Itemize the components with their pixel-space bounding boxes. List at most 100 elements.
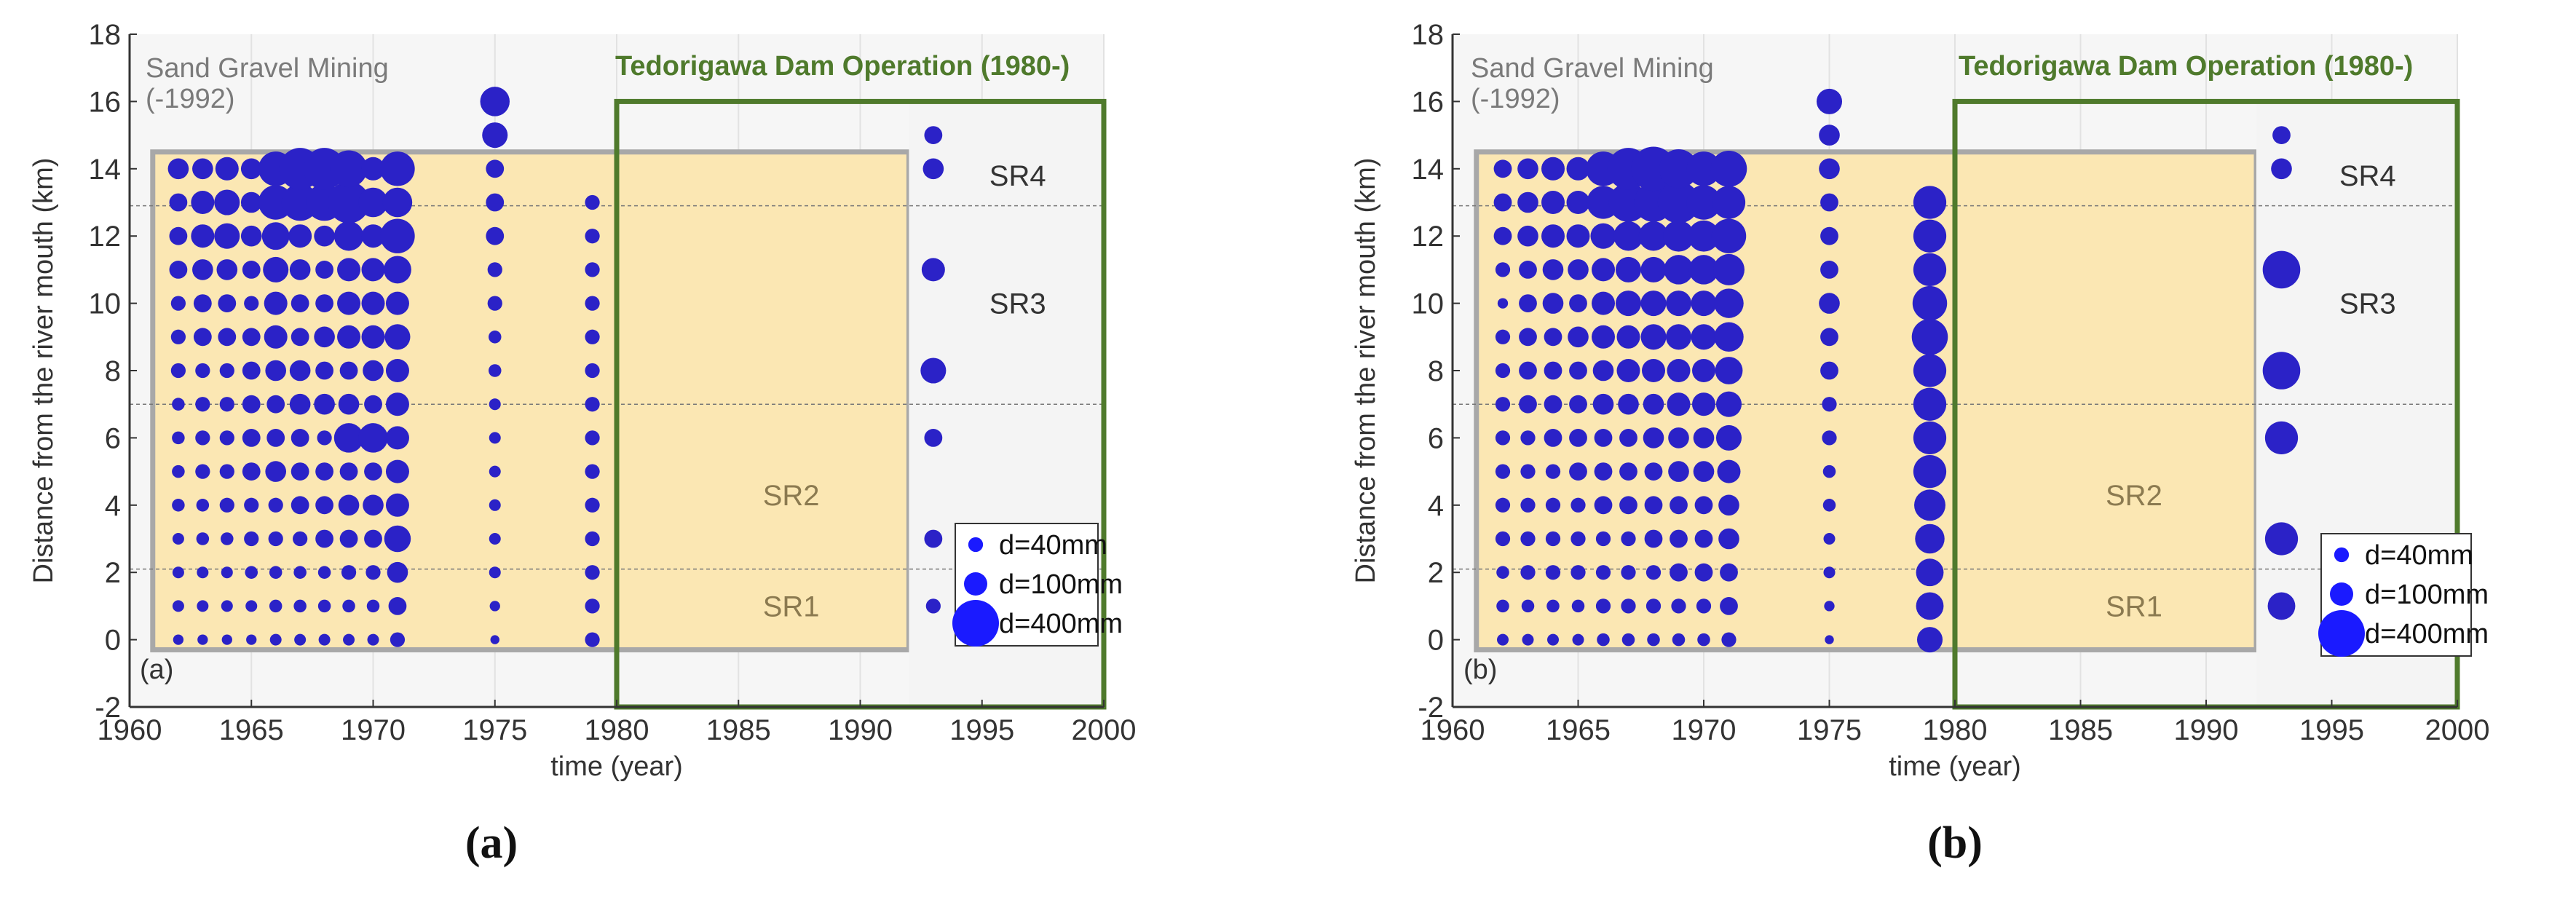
data-point	[1618, 393, 1639, 415]
data-point	[1642, 359, 1665, 382]
data-point	[385, 392, 409, 416]
data-point	[264, 325, 288, 349]
data-point	[1916, 627, 1943, 653]
data-point	[1520, 497, 1536, 513]
y-tick-label: 8	[1428, 355, 1444, 387]
data-point	[242, 429, 261, 447]
data-point	[1711, 218, 1747, 253]
data-point	[289, 259, 311, 280]
data-point	[1541, 224, 1565, 248]
y-tick-label: 18	[1412, 19, 1445, 51]
data-point	[1712, 186, 1746, 219]
data-point	[585, 430, 600, 446]
mining-label: Sand Gravel Mining	[146, 53, 389, 84]
data-point	[242, 361, 261, 380]
data-point	[1816, 88, 1843, 114]
mining-period-label: (-1992)	[1471, 84, 1560, 114]
data-point	[1621, 565, 1636, 580]
data-point	[361, 157, 385, 181]
data-point	[1693, 461, 1715, 482]
data-point	[167, 158, 189, 180]
data-point	[1640, 324, 1667, 350]
data-point	[221, 600, 233, 612]
data-point	[364, 529, 382, 548]
data-point	[1692, 359, 1715, 382]
data-point	[293, 531, 308, 547]
data-point	[172, 398, 185, 411]
x-axis-label: time (year)	[1889, 751, 2021, 782]
data-point	[487, 296, 502, 311]
data-point	[1495, 430, 1511, 446]
data-point	[480, 87, 510, 116]
data-point	[195, 430, 210, 446]
legend-marker	[2330, 582, 2353, 606]
data-point	[1542, 293, 1564, 314]
data-point	[486, 226, 505, 245]
data-point	[1495, 531, 1511, 547]
mining-period-label: (-1992)	[146, 84, 235, 114]
data-point	[197, 600, 209, 612]
data-point	[2271, 158, 2292, 180]
data-point	[364, 462, 382, 481]
data-point	[240, 158, 262, 180]
data-point	[1544, 429, 1562, 447]
data-point	[1671, 598, 1686, 614]
data-point	[1594, 462, 1613, 481]
data-point	[1913, 387, 1947, 421]
data-point	[1497, 633, 1509, 646]
data-point	[366, 599, 380, 613]
data-point	[1715, 391, 1742, 417]
legend-label: d=400mm	[2365, 619, 2489, 649]
data-point	[1691, 291, 1717, 317]
data-point	[318, 633, 331, 646]
data-point	[242, 328, 261, 347]
data-point	[1664, 255, 1694, 285]
data-point	[219, 430, 234, 446]
data-point	[339, 529, 358, 548]
data-point	[361, 291, 385, 315]
data-point	[1667, 392, 1691, 416]
x-tick-label: 1965	[1546, 714, 1611, 746]
data-point	[1686, 151, 1721, 186]
data-point	[363, 494, 384, 516]
y-tick-label: 12	[1412, 221, 1445, 253]
data-point	[291, 496, 309, 515]
data-point	[1914, 489, 1945, 521]
data-point	[1823, 533, 1836, 545]
data-point	[585, 397, 600, 412]
data-point	[1541, 157, 1565, 181]
data-point	[925, 598, 941, 614]
data-point	[314, 326, 335, 348]
data-point	[482, 122, 508, 149]
data-point	[489, 398, 501, 411]
y-tick-label: 2	[105, 557, 121, 589]
data-point	[1645, 598, 1662, 614]
data-point	[337, 258, 361, 282]
data-point	[1668, 461, 1689, 482]
data-point	[2264, 522, 2299, 556]
data-point	[1615, 291, 1642, 317]
data-point	[585, 464, 600, 479]
data-point	[172, 533, 184, 545]
segment-label: SR2	[2106, 480, 2162, 512]
legend: d=40mm d=100mm d=400mm	[2318, 533, 2489, 657]
data-point	[489, 499, 501, 511]
data-point	[291, 328, 309, 347]
data-point	[1495, 262, 1511, 277]
data-point	[1497, 298, 1509, 309]
data-point	[1493, 159, 1512, 178]
data-point	[2262, 250, 2301, 289]
y-tick-label: 18	[89, 19, 122, 51]
data-point	[265, 360, 287, 382]
data-point	[1912, 285, 1948, 321]
data-point	[1520, 464, 1536, 479]
data-point	[172, 499, 185, 512]
data-point	[1694, 563, 1713, 582]
data-point	[197, 634, 208, 645]
y-axis-label: Distance from the river mouth (km)	[28, 158, 59, 584]
data-point	[244, 497, 259, 513]
data-point	[385, 493, 409, 517]
data-point	[363, 360, 384, 382]
data-point	[1715, 424, 1742, 451]
axes	[128, 33, 1105, 708]
